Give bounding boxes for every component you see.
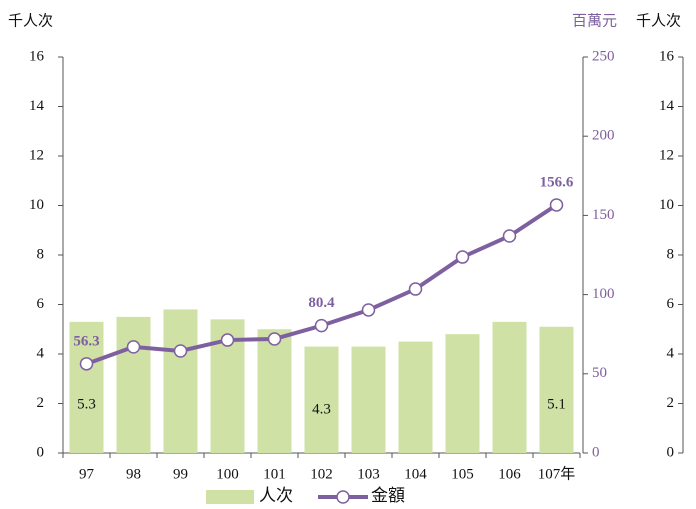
bar [163, 309, 198, 453]
x-tick-label: 99 [173, 466, 188, 482]
y-tick-label: 0 [667, 444, 675, 460]
y-tick-label: 6 [667, 296, 675, 312]
bar [257, 329, 292, 453]
y-axis-title: 千人次 [8, 12, 53, 29]
y2-axis-title: 百萬元 [572, 12, 617, 29]
bar-label: 5.3 [77, 396, 96, 412]
y-tick-label: 2 [37, 395, 45, 411]
y2-tick-label: 0 [592, 444, 600, 460]
legend-swatch [336, 490, 350, 504]
y-axis-title: 千人次 [636, 12, 681, 29]
line-point [314, 318, 329, 333]
x-tick-label: 106 [498, 466, 521, 482]
bar [116, 316, 151, 453]
y-tick-label: 2 [667, 395, 675, 411]
y2-tick-label: 200 [592, 128, 615, 144]
y2-tick-label: 50 [592, 365, 607, 381]
bar-label: 5.1 [547, 396, 566, 412]
line-label: 56.3 [73, 333, 99, 349]
line-point [502, 229, 517, 243]
y-tick-label: 8 [37, 246, 45, 262]
x-tick-label: 105 [451, 466, 474, 482]
x-tick-label: 107年 [538, 465, 576, 482]
legend-swatch [206, 490, 254, 504]
y2-tick-label: 250 [592, 48, 615, 64]
y-tick-label: 16 [659, 48, 675, 64]
line [85, 203, 558, 366]
line-point [549, 198, 564, 212]
bar [69, 321, 104, 453]
y2-tick-label: 100 [592, 286, 615, 302]
y-tick-label: 14 [29, 98, 45, 114]
x-tick-label: 98 [126, 466, 141, 482]
y-tick-label: 14 [659, 98, 675, 114]
line-point [79, 357, 94, 371]
legend-label: 人次 [259, 486, 293, 505]
y2-tick-label: 150 [592, 207, 615, 223]
line-label: 80.4 [308, 295, 335, 311]
y-tick-label: 16 [29, 48, 45, 64]
x-tick-label: 100 [216, 466, 239, 482]
y-tick-label: 10 [29, 197, 44, 213]
line-point [220, 333, 235, 347]
line-point [408, 282, 423, 296]
bar [304, 346, 339, 453]
x-tick-label: 97 [79, 466, 95, 482]
x-tick-label: 104 [404, 466, 427, 482]
x-tick-label: 103 [357, 466, 380, 482]
bar [398, 341, 433, 453]
x-tick-label: 102 [310, 466, 333, 482]
line-point [267, 332, 282, 346]
y-tick-label: 6 [37, 296, 45, 312]
y-tick-label: 12 [29, 147, 44, 163]
line-point [126, 340, 141, 354]
line-point [173, 344, 188, 358]
y-tick-label: 10 [659, 197, 674, 213]
bar [492, 321, 527, 453]
bar [445, 334, 480, 453]
y-tick-label: 8 [667, 246, 675, 262]
legend-label: 金額 [371, 486, 405, 505]
line-label: 156.6 [540, 174, 574, 190]
line-point [455, 250, 470, 264]
x-tick-label: 101 [263, 466, 286, 482]
y-tick-label: 4 [667, 345, 675, 361]
y-tick-label: 0 [37, 444, 45, 460]
bar [351, 346, 386, 453]
bar-label: 4.3 [312, 401, 331, 417]
y-tick-label: 12 [659, 147, 674, 163]
line-point [361, 303, 376, 317]
y-tick-label: 4 [37, 345, 45, 361]
bar [539, 326, 574, 453]
